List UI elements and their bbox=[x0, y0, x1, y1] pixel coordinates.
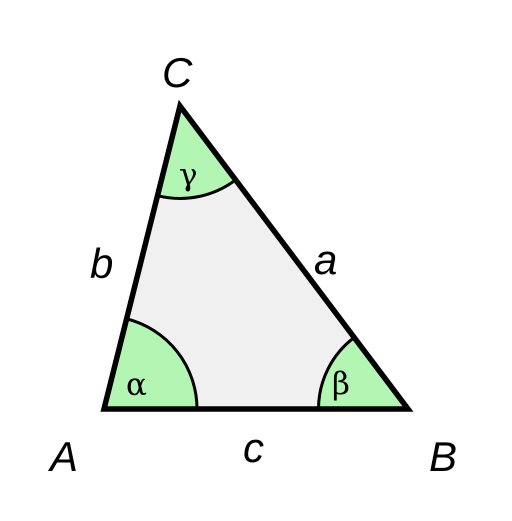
angle-beta-sector bbox=[318, 337, 408, 409]
angle-gamma-label: γ bbox=[179, 157, 198, 193]
angle-alpha-arc bbox=[126, 317, 199, 410]
triangle-outline bbox=[100, 99, 414, 412]
angle-gamma-arc bbox=[157, 178, 237, 200]
angle-alpha-sector bbox=[104, 318, 197, 409]
side-b-label: b bbox=[90, 240, 113, 287]
angle-beta-label: β bbox=[332, 366, 350, 402]
vertex-a-label: A bbox=[47, 433, 78, 480]
side-a-label: a bbox=[314, 236, 337, 283]
vertex-b-label: B bbox=[429, 433, 457, 480]
angle-gamma-sector bbox=[157, 106, 236, 199]
angle-beta-arc bbox=[317, 336, 356, 410]
angle-alpha-label: α bbox=[126, 367, 147, 403]
side-c-label: c bbox=[243, 424, 264, 471]
vertex-c-label: C bbox=[162, 49, 193, 96]
